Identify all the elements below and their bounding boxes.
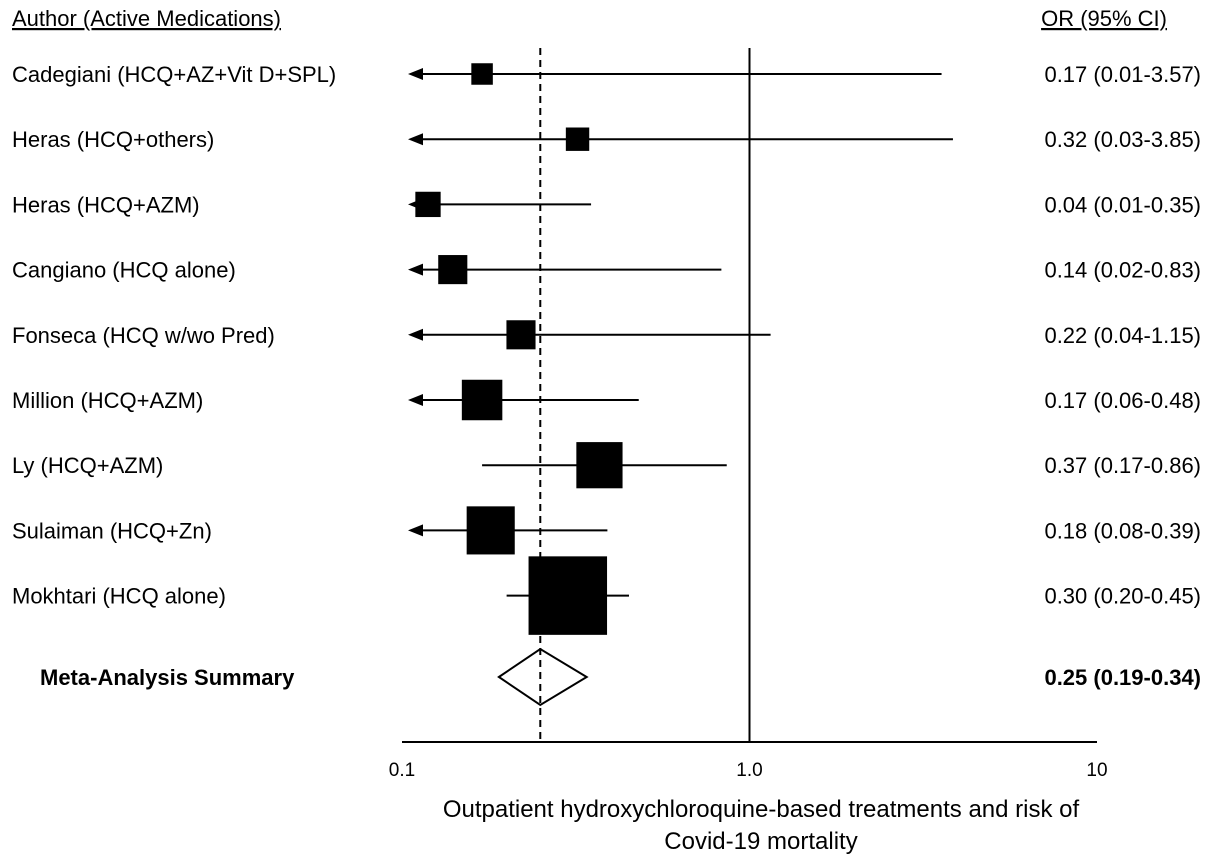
study-label: Cangiano (HCQ alone) <box>12 258 236 283</box>
study-or-ci: 0.30 (0.20-0.45) <box>1044 584 1201 609</box>
left-arrow-marker <box>408 68 423 80</box>
x-axis-label-line1: Outpatient hydroxychloroquine-based trea… <box>443 796 1080 823</box>
study-or-ci: 0.04 (0.01-0.35) <box>1044 192 1201 217</box>
study-label: Fonseca (HCQ w/wo Pred) <box>12 323 275 348</box>
point-estimate-square <box>506 320 536 350</box>
point-estimate-square <box>461 379 503 421</box>
study-label: Cadegiani (HCQ+AZ+Vit D+SPL) <box>12 62 336 87</box>
point-estimate-square <box>565 127 590 151</box>
point-estimate-square <box>576 442 623 489</box>
study-label: Sulaiman (HCQ+Zn) <box>12 518 212 543</box>
x-tick-label: 10 <box>1086 760 1107 781</box>
study-label: Heras (HCQ+others) <box>12 127 214 152</box>
point-estimate-square <box>438 255 468 285</box>
left-arrow-marker <box>408 133 423 146</box>
x-tick-label: 1.0 <box>736 760 762 781</box>
study-label: Ly (HCQ+AZM) <box>12 453 163 478</box>
x-tick-label: 0.1 <box>389 760 415 781</box>
study-or-ci: 0.37 (0.17-0.86) <box>1044 453 1201 478</box>
left-arrow-marker <box>408 328 423 341</box>
x-axis-label-line2: Covid-19 mortality <box>664 828 857 855</box>
study-or-ci: 0.17 (0.06-0.48) <box>1044 388 1201 413</box>
left-arrow-marker <box>408 263 423 276</box>
left-arrow-marker <box>408 394 423 406</box>
point-estimate-square <box>415 191 441 218</box>
point-estimate-square <box>528 556 608 635</box>
left-arrow-marker <box>408 524 423 537</box>
summary-label: Meta-Analysis Summary <box>40 665 295 690</box>
header-author: Author (Active Medications) <box>12 6 281 31</box>
study-or-ci: 0.32 (0.03-3.85) <box>1044 127 1201 152</box>
header-or-ci: OR (95% CI) <box>1041 6 1167 31</box>
study-label: Million (HCQ+AZM) <box>12 388 203 413</box>
study-or-ci: 0.17 (0.01-3.57) <box>1044 62 1201 87</box>
point-estimate-square <box>466 506 515 555</box>
study-or-ci: 0.22 (0.04-1.15) <box>1044 323 1201 348</box>
study-label: Mokhtari (HCQ alone) <box>12 584 226 609</box>
summary-or-ci: 0.25 (0.19-0.34) <box>1044 665 1201 690</box>
point-estimate-square <box>471 63 493 85</box>
summary-diamond <box>497 647 589 707</box>
study-label: Heras (HCQ+AZM) <box>12 192 200 217</box>
study-or-ci: 0.18 (0.08-0.39) <box>1044 518 1201 543</box>
study-or-ci: 0.14 (0.02-0.83) <box>1044 258 1201 283</box>
